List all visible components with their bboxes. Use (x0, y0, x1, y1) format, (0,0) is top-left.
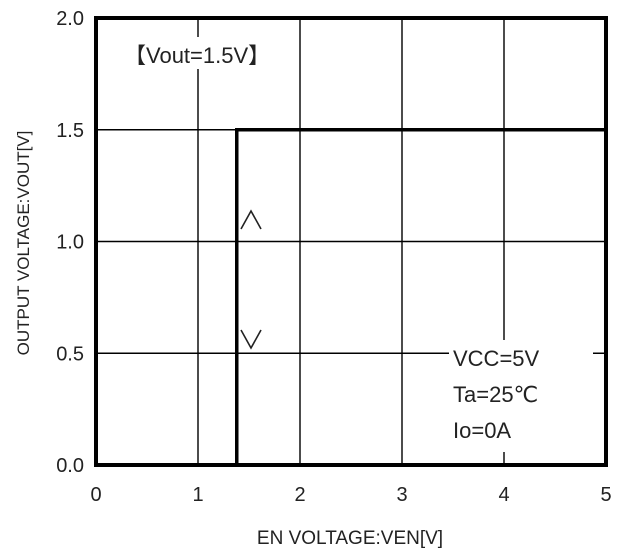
x-tick-label: 3 (396, 484, 407, 506)
x-tick-label: 2 (294, 484, 305, 506)
y-axis-label: OUTPUT VOLTAGE:VOUT[V] (14, 131, 33, 356)
condition-ta: Ta=25℃ (453, 382, 538, 407)
condition-vcc: VCC=5V (453, 346, 540, 371)
series-layer (235, 128, 606, 465)
x-tick-label: 1 (192, 484, 203, 506)
y-tick-label: 1.5 (56, 120, 84, 142)
x-tick-label: 5 (600, 484, 611, 506)
plot-frame (94, 16, 608, 467)
condition-io: Io=0A (453, 418, 511, 443)
rising-arrow-icon (240, 209, 262, 230)
condition-label-bg (120, 37, 298, 69)
y-tick-label: 2.0 (56, 8, 84, 30)
x-tick-label: 0 (90, 484, 101, 506)
falling-arrow-icon (240, 329, 262, 350)
y-tick-label: 1.0 (56, 232, 84, 254)
tick-labels: 0 1 2 3 4 5 0.0 0.5 1.0 1.5 2.0 (56, 8, 611, 506)
y-tick-label: 0.5 (56, 343, 84, 365)
x-tick-label: 4 (498, 484, 509, 506)
x-axis-label: EN VOLTAGE:VEN[V] (257, 528, 443, 549)
conditions-box-bg (449, 340, 593, 452)
series-line (235, 128, 606, 465)
condition-label: 【Vout=1.5V】 (124, 43, 270, 68)
y-tick-label: 0.0 (56, 455, 84, 477)
